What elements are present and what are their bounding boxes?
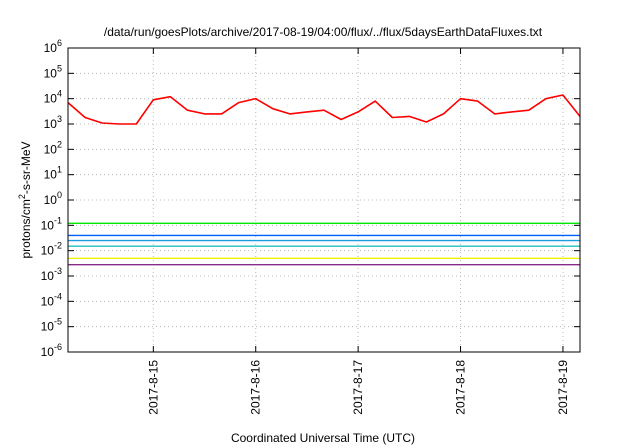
y-tick-label: 105 <box>44 63 62 80</box>
y-tick-label: 104 <box>44 89 62 106</box>
x-axis-label: Coordinated Universal Time (UTC) <box>231 431 415 445</box>
y-tick-label: 106 <box>44 38 62 55</box>
y-axis-label: protons/cm2-s-sr-MeV <box>17 141 33 258</box>
x-tick-label: 2017-8-18 <box>454 360 468 415</box>
series-group <box>67 94 581 266</box>
chart-title: /data/run/goesPlots/archive/2017-08-19/0… <box>104 25 543 39</box>
x-axis: 2017-8-15 2017-8-16 2017-8-17 2017-8-18 2017… <box>146 48 570 415</box>
y-tick-label: 103 <box>44 114 62 131</box>
y-tick-label: 10-4 <box>41 291 62 308</box>
series-line-1 <box>67 94 581 125</box>
y-tick-label: 10-3 <box>41 266 62 283</box>
x-tick-label: 2017-8-15 <box>146 360 160 415</box>
y-tick-label: 10-5 <box>41 317 62 334</box>
x-tick-label: 2017-8-19 <box>556 360 570 415</box>
y-tick-label: 100 <box>44 190 62 207</box>
grid <box>68 48 580 352</box>
y-tick-label: 102 <box>44 139 62 156</box>
y-tick-label: 10-1 <box>41 215 62 232</box>
y-axis: 106 105 104 103 102 101 100 10-1 10-2 10-3 10-4 10-… <box>41 38 580 359</box>
x-tick-label: 2017-8-16 <box>249 360 263 415</box>
y-tick-label: 101 <box>44 165 62 182</box>
y-tick-label: 10-6 <box>41 342 62 359</box>
y-tick-label: 10-2 <box>41 241 62 258</box>
x-tick-label: 2017-8-17 <box>351 360 365 415</box>
